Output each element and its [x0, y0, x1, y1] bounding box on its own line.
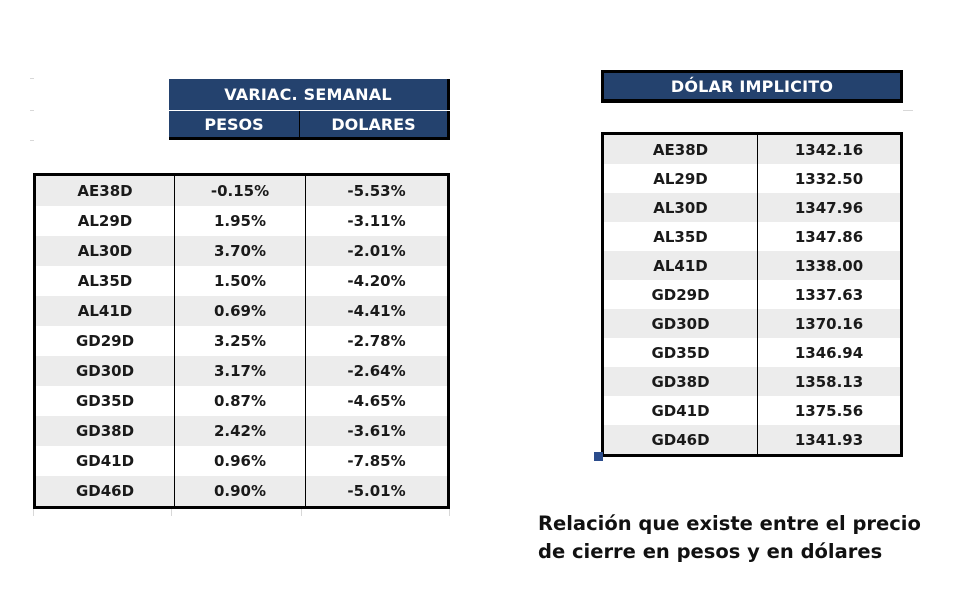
variacion-subheader: PESOS DOLARES	[169, 111, 450, 140]
bond-ticker-cell: AE38D	[602, 133, 758, 164]
implied-rate-cell: 1347.86	[757, 222, 902, 251]
bond-ticker-cell: GD38D	[34, 416, 175, 446]
implied-rate-cell: 1346.94	[757, 338, 902, 367]
table-row: GD29D 3.25% -2.78%	[34, 326, 449, 356]
table-row: GD46D 0.90% -5.01%	[34, 476, 449, 508]
caption-line-2: de cierre en pesos y en dólares	[538, 540, 883, 563]
table-row: GD41D 0.96% -7.85%	[34, 446, 449, 476]
table-row: AE38D 1342.16	[602, 133, 902, 164]
table-row: GD38D 2.42% -3.61%	[34, 416, 449, 446]
grid-tick	[30, 110, 34, 111]
table-row: AE38D -0.15% -5.53%	[34, 174, 449, 206]
table-row: GD38D 1358.13	[602, 367, 902, 396]
grid-tick	[449, 508, 450, 516]
dolar-implicito-title: DÓLAR IMPLICITO	[601, 70, 903, 103]
bond-ticker-cell: GD30D	[34, 356, 175, 386]
bond-ticker-cell: GD46D	[602, 425, 758, 456]
table-row: GD29D 1337.63	[602, 280, 902, 309]
dolares-change-cell: -2.01%	[305, 236, 449, 266]
variacion-semanal-table: AE38D -0.15% -5.53% AL29D 1.95% -3.11% AL30D 3.…	[33, 173, 450, 509]
dolares-change-cell: -5.01%	[305, 476, 449, 508]
table-row: GD30D 3.17% -2.64%	[34, 356, 449, 386]
pesos-change-cell: 2.42%	[174, 416, 306, 446]
table-row: AL35D 1347.86	[602, 222, 902, 251]
implied-rate-cell: 1342.16	[757, 133, 902, 164]
pesos-change-cell: 3.70%	[174, 236, 306, 266]
bond-ticker-cell: GD41D	[602, 396, 758, 425]
dolares-change-cell: -3.11%	[305, 206, 449, 236]
implied-rate-cell: 1338.00	[757, 251, 902, 280]
dolares-change-cell: -5.53%	[305, 174, 449, 206]
bond-ticker-cell: GD29D	[34, 326, 175, 356]
bond-ticker-cell: GD30D	[602, 309, 758, 338]
implied-rate-cell: 1332.50	[757, 164, 902, 193]
bond-ticker-cell: AL35D	[34, 266, 175, 296]
dolares-change-cell: -4.41%	[305, 296, 449, 326]
bond-ticker-cell: AL29D	[602, 164, 758, 193]
bond-ticker-cell: AL30D	[34, 236, 175, 266]
bond-ticker-cell: AL29D	[34, 206, 175, 236]
implied-rate-cell: 1341.93	[757, 425, 902, 456]
bond-ticker-cell: AL41D	[34, 296, 175, 326]
implied-rate-cell: 1358.13	[757, 367, 902, 396]
caption-line-1: Relación que existe entre el precio	[538, 512, 921, 535]
bond-ticker-cell: GD29D	[602, 280, 758, 309]
bond-ticker-cell: AL30D	[602, 193, 758, 222]
bond-ticker-cell: AE38D	[34, 174, 175, 206]
pesos-change-cell: 0.96%	[174, 446, 306, 476]
dolares-change-cell: -4.20%	[305, 266, 449, 296]
pesos-change-cell: 0.90%	[174, 476, 306, 508]
table-row: GD30D 1370.16	[602, 309, 902, 338]
grid-tick	[301, 508, 302, 516]
grid-tick	[30, 78, 34, 79]
table-row: GD35D 0.87% -4.65%	[34, 386, 449, 416]
dolares-change-cell: -2.78%	[305, 326, 449, 356]
table-row: GD46D 1341.93	[602, 425, 902, 456]
table-row: AL29D 1332.50	[602, 164, 902, 193]
table-row: GD41D 1375.56	[602, 396, 902, 425]
table-row: AL41D 0.69% -4.41%	[34, 296, 449, 326]
pesos-change-cell: 3.17%	[174, 356, 306, 386]
grid-tick	[171, 508, 172, 516]
dolares-change-cell: -2.64%	[305, 356, 449, 386]
bond-ticker-cell: GD46D	[34, 476, 175, 508]
pesos-change-cell: 0.87%	[174, 386, 306, 416]
dolares-column-header: DOLARES	[300, 111, 447, 137]
dolares-change-cell: -7.85%	[305, 446, 449, 476]
pesos-column-header: PESOS	[169, 111, 300, 137]
variacion-semanal-title: VARIAC. SEMANAL	[169, 79, 450, 110]
implied-rate-cell: 1375.56	[757, 396, 902, 425]
pesos-change-cell: -0.15%	[174, 174, 306, 206]
caption-note: Relación que existe entre el precio de c…	[538, 510, 921, 566]
table-row: AL29D 1.95% -3.11%	[34, 206, 449, 236]
bond-ticker-cell: GD38D	[602, 367, 758, 396]
implied-rate-cell: 1370.16	[757, 309, 902, 338]
bond-ticker-cell: GD41D	[34, 446, 175, 476]
pesos-change-cell: 1.50%	[174, 266, 306, 296]
dolar-implicito-table: AE38D 1342.16 AL29D 1332.50 AL30D 1347.96 AL35…	[601, 132, 903, 457]
grid-tick	[33, 508, 34, 516]
table-row: AL35D 1.50% -4.20%	[34, 266, 449, 296]
table-row: AL30D 1347.96	[602, 193, 902, 222]
cell-selection-handle	[594, 452, 603, 461]
table-row: GD35D 1346.94	[602, 338, 902, 367]
bond-ticker-cell: GD35D	[34, 386, 175, 416]
pesos-change-cell: 1.95%	[174, 206, 306, 236]
implied-rate-cell: 1337.63	[757, 280, 902, 309]
table-row: AL41D 1338.00	[602, 251, 902, 280]
bond-ticker-cell: AL41D	[602, 251, 758, 280]
grid-tick	[903, 110, 913, 111]
pesos-change-cell: 0.69%	[174, 296, 306, 326]
dolares-change-cell: -4.65%	[305, 386, 449, 416]
pesos-change-cell: 3.25%	[174, 326, 306, 356]
dolares-change-cell: -3.61%	[305, 416, 449, 446]
grid-tick	[30, 140, 34, 141]
table-row: AL30D 3.70% -2.01%	[34, 236, 449, 266]
implied-rate-cell: 1347.96	[757, 193, 902, 222]
bond-ticker-cell: AL35D	[602, 222, 758, 251]
bond-ticker-cell: GD35D	[602, 338, 758, 367]
